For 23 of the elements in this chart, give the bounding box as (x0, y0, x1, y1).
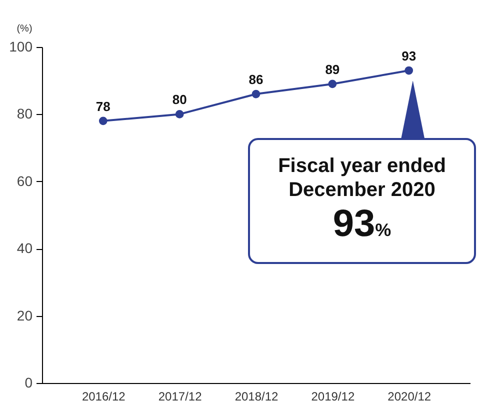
point (175, 110, 184, 118)
x-tick-label: 2017/12 (158, 390, 202, 404)
annotation: Fiscal year ended December 2020 (277, 154, 447, 202)
data-label: 78 (96, 98, 110, 114)
y-tick-label: 0 (24, 374, 33, 390)
point (98, 116, 108, 126)
y-tick-label: 60 (16, 172, 33, 189)
x-tick-label: 2016/12 (82, 390, 126, 404)
data-label: 93 (402, 48, 416, 64)
y-axis-title: (%) (16, 24, 32, 34)
y-tick-label: 100 (9, 38, 33, 54)
x-tick-label: 2019/12 (311, 390, 355, 404)
y-tick-label: 80 (16, 106, 33, 122)
point (404, 66, 414, 75)
point (252, 90, 260, 98)
x-tick-label: 2020/12 (388, 390, 432, 404)
y-tick-label: 20 (16, 307, 33, 324)
data-label: 89 (325, 62, 340, 77)
y-tick-label: 40 (16, 240, 33, 256)
annotation: 93% (332, 202, 392, 245)
x-tick-label: 2018/12 (234, 390, 279, 404)
point (328, 80, 337, 88)
data-label: 80 (172, 92, 187, 108)
